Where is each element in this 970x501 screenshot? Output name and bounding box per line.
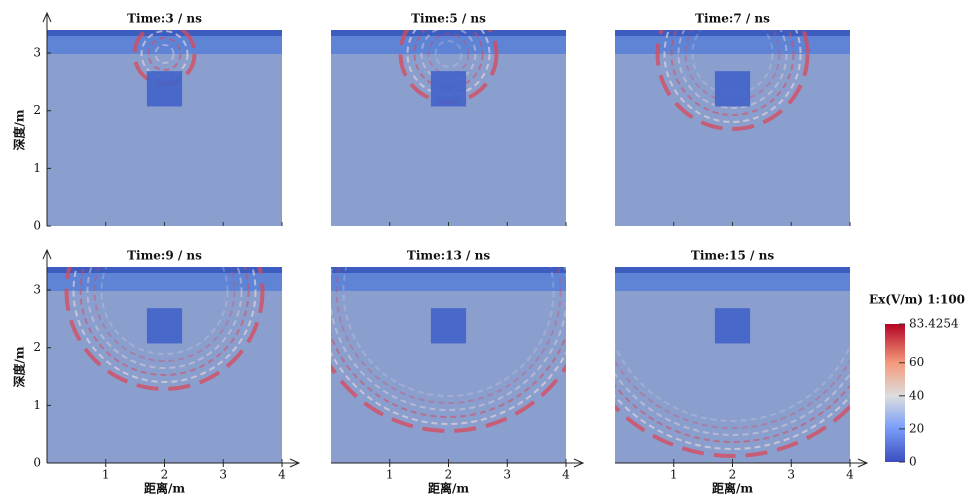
panel-title: Time:13 / ns [407, 249, 490, 263]
field-bg [47, 30, 282, 226]
wavefront [434, 40, 463, 68]
y-tick-label: 1 [33, 161, 41, 175]
panel [331, 267, 566, 463]
wavefront [86, 267, 243, 369]
air-top [331, 267, 566, 273]
wavefront [72, 267, 257, 383]
target [430, 71, 467, 107]
wavefront [154, 44, 175, 64]
wavefront [93, 267, 236, 362]
axis-arrow [42, 11, 52, 23]
x-tick-label: 1 [102, 468, 110, 482]
x-tick-label: 2 [161, 468, 169, 482]
colorbar-tick-label: 40 [909, 388, 924, 402]
field-bg [615, 267, 850, 463]
wavefront [335, 267, 562, 404]
axis-arrow [289, 458, 301, 468]
x-tick-label: 1 [386, 468, 394, 482]
panel [47, 267, 282, 463]
x-tick-label: 4 [278, 468, 286, 482]
wavefront [615, 359, 850, 429]
panel-title: Time:15 / ns [691, 249, 774, 263]
wavefront [655, 30, 810, 131]
air-top [615, 30, 850, 36]
air-top [331, 30, 566, 36]
panel [615, 30, 850, 226]
x-tick-label: 4 [562, 468, 570, 482]
field-bg [47, 267, 282, 463]
x-tick-label: 3 [219, 468, 227, 482]
x-label: 距离/m [712, 481, 753, 496]
colorbar [885, 324, 905, 462]
y-tick-label: 3 [33, 283, 41, 297]
wavefront [670, 30, 795, 116]
wavefront [342, 267, 555, 397]
field-bg [331, 30, 566, 226]
x-tick-label: 3 [503, 468, 511, 482]
x-tick-label: 4 [846, 468, 854, 482]
y-tick-label: 2 [33, 340, 41, 354]
y-tick-label: 0 [33, 219, 41, 233]
wavefront [677, 30, 788, 109]
panel [331, 30, 566, 226]
air-top [47, 30, 282, 36]
target [714, 308, 751, 344]
panel [47, 30, 282, 226]
air-top [615, 267, 850, 273]
wavefront [615, 403, 850, 458]
panel-title: Time:3 / ns [127, 12, 202, 26]
colorbar-title: Ex(V/m) 1:100 [869, 293, 965, 307]
y-tick-label: 2 [33, 103, 41, 117]
x-tick-label: 3 [787, 468, 795, 482]
wavefront [100, 267, 229, 355]
axis-arrow [573, 458, 585, 468]
y-tick-label: 1 [33, 398, 41, 412]
colorbar-tick-label: 20 [909, 421, 924, 435]
wavefront [79, 267, 250, 376]
target [146, 308, 183, 344]
axis-arrow [857, 458, 869, 468]
target [146, 71, 183, 107]
y-tick-label: 0 [33, 456, 41, 470]
y-label: 深度/m [12, 346, 27, 387]
air-top [47, 267, 282, 273]
x-label: 距离/m [144, 481, 185, 496]
wavefront [663, 30, 802, 123]
panel [615, 267, 850, 463]
field-bg [331, 267, 566, 463]
axis-arrow [42, 248, 52, 260]
target [714, 71, 751, 107]
panel-title: Time:7 / ns [695, 12, 770, 26]
x-tick-label: 2 [729, 468, 737, 482]
y-label: 深度/m [12, 109, 27, 150]
colorbar-tick-label: 83.4254 [909, 317, 959, 331]
x-tick-label: 2 [445, 468, 453, 482]
x-tick-label: 1 [670, 468, 678, 482]
colorbar-tick-label: 0 [909, 455, 917, 469]
panel-title: Time:9 / ns [127, 249, 202, 263]
target [430, 308, 467, 344]
y-tick-label: 3 [33, 46, 41, 60]
wavefront [615, 344, 850, 422]
wavefront [64, 267, 265, 391]
x-label: 距离/m [428, 481, 469, 496]
wavefront [147, 37, 182, 71]
colorbar-tick-label: 60 [909, 355, 924, 369]
panel-title: Time:5 / ns [411, 12, 486, 26]
